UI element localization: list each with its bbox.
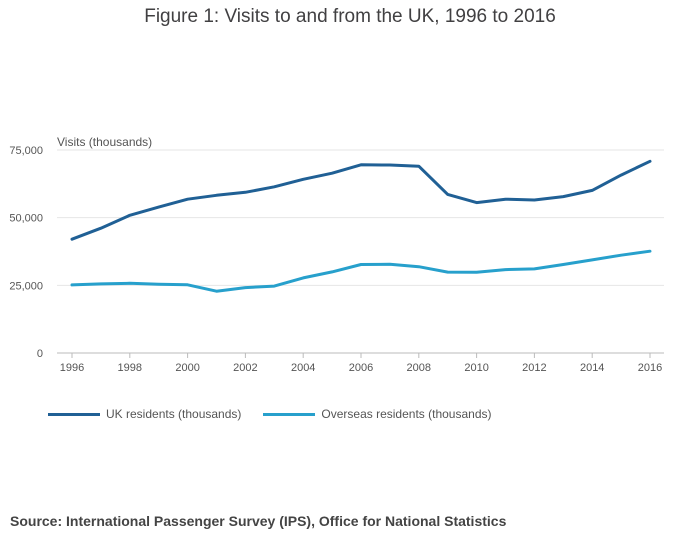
x-tick-label: 1996	[60, 362, 84, 374]
x-tick-label: 2000	[175, 362, 199, 374]
x-tick-label: 2006	[349, 362, 373, 374]
y-tick-label: 50,000	[9, 213, 43, 225]
legend-item-overseas-residents[interactable]: Overseas residents (thousands)	[263, 407, 492, 421]
legend-swatch-uk	[48, 412, 100, 416]
series-line-overseas-residents	[70, 249, 652, 293]
x-tick-label: 2004	[291, 362, 315, 374]
source-note: Source: International Passenger Survey (…	[10, 513, 507, 529]
y-tick-label: 25,000	[9, 280, 43, 292]
series-line-uk-residents	[70, 159, 652, 241]
x-tick-label: 2014	[580, 362, 604, 374]
y-tick-label: 75,000	[9, 145, 43, 157]
x-tick-label: 2002	[233, 362, 257, 374]
legend-item-uk-residents[interactable]: UK residents (thousands)	[48, 407, 241, 421]
legend-swatch-overseas	[263, 412, 316, 416]
legend: UK residents (thousands) Overseas reside…	[48, 407, 514, 421]
y-tick-label: 0	[37, 348, 43, 360]
x-tick-label: 1998	[118, 362, 142, 374]
x-tick-label: 2008	[407, 362, 431, 374]
x-tick-label: 2012	[522, 362, 546, 374]
legend-label-uk: UK residents (thousands)	[106, 407, 242, 421]
y-axis-title: Visits (thousands)	[57, 135, 152, 149]
x-tick-label: 2016	[638, 362, 662, 374]
x-tick-label: 2010	[464, 362, 488, 374]
legend-label-overseas: Overseas residents (thousands)	[321, 407, 492, 421]
chart-title: Figure 1: Visits to and from the UK, 199…	[144, 6, 556, 27]
